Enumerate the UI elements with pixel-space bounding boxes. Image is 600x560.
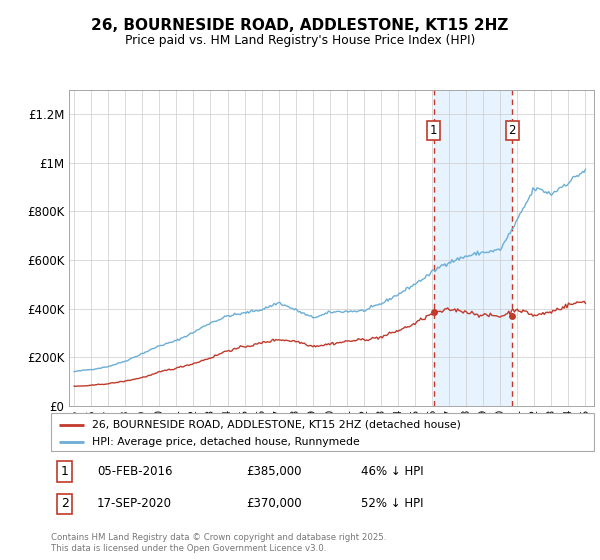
Text: 2: 2 bbox=[509, 124, 516, 137]
Text: 05-FEB-2016: 05-FEB-2016 bbox=[97, 465, 173, 478]
Text: Price paid vs. HM Land Registry's House Price Index (HPI): Price paid vs. HM Land Registry's House … bbox=[125, 34, 475, 47]
Text: 26, BOURNESIDE ROAD, ADDLESTONE, KT15 2HZ: 26, BOURNESIDE ROAD, ADDLESTONE, KT15 2H… bbox=[91, 18, 509, 32]
Text: £385,000: £385,000 bbox=[247, 465, 302, 478]
Text: 1: 1 bbox=[61, 465, 68, 478]
Text: 26, BOURNESIDE ROAD, ADDLESTONE, KT15 2HZ (detached house): 26, BOURNESIDE ROAD, ADDLESTONE, KT15 2H… bbox=[92, 420, 461, 430]
Text: 1: 1 bbox=[430, 124, 437, 137]
Text: Contains HM Land Registry data © Crown copyright and database right 2025.
This d: Contains HM Land Registry data © Crown c… bbox=[51, 533, 386, 553]
Text: 52% ↓ HPI: 52% ↓ HPI bbox=[361, 497, 423, 510]
Text: HPI: Average price, detached house, Runnymede: HPI: Average price, detached house, Runn… bbox=[92, 437, 359, 447]
Text: 2: 2 bbox=[61, 497, 68, 510]
Text: 17-SEP-2020: 17-SEP-2020 bbox=[97, 497, 172, 510]
Text: 46% ↓ HPI: 46% ↓ HPI bbox=[361, 465, 423, 478]
FancyBboxPatch shape bbox=[51, 413, 594, 451]
Bar bbox=[434, 90, 512, 406]
Text: £370,000: £370,000 bbox=[247, 497, 302, 510]
